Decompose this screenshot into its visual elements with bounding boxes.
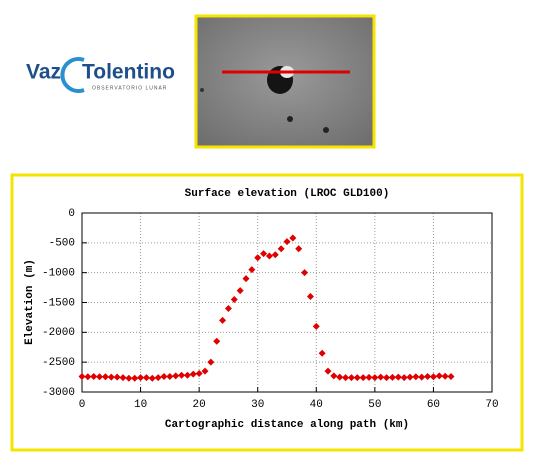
- x-tick-label: 60: [427, 399, 440, 411]
- marker: [84, 373, 92, 381]
- marker: [383, 374, 391, 382]
- marker: [207, 358, 215, 366]
- marker: [125, 374, 133, 382]
- marker: [342, 374, 350, 382]
- marker: [201, 367, 209, 375]
- marker: [324, 367, 332, 375]
- logo: Vaz Tolentino OBSERVATORIO LUNAR: [26, 57, 175, 93]
- y-tick-label: -2000: [42, 327, 75, 339]
- marker: [406, 373, 414, 381]
- marker: [183, 371, 191, 379]
- marker: [365, 373, 373, 381]
- chart-title: Surface elevation (LROC GLD100): [185, 188, 390, 200]
- marker: [137, 374, 145, 382]
- x-tick-label: 10: [134, 399, 147, 411]
- marker: [113, 373, 121, 381]
- x-tick-label: 50: [368, 399, 381, 411]
- marker: [424, 372, 432, 380]
- marker: [131, 374, 139, 382]
- marker: [96, 373, 104, 381]
- marker: [213, 337, 221, 345]
- x-tick-label: 0: [79, 399, 86, 411]
- marker: [248, 266, 256, 274]
- marker: [412, 373, 420, 381]
- marker: [236, 287, 244, 295]
- x-tick-label: 30: [251, 399, 264, 411]
- marker: [90, 372, 98, 380]
- logo-crescent: [60, 57, 85, 93]
- marker: [336, 373, 344, 381]
- y-tick-label: -500: [49, 238, 75, 250]
- marker: [312, 322, 320, 330]
- marker: [400, 374, 408, 382]
- y-tick-label: -2500: [42, 357, 75, 369]
- marker: [172, 372, 180, 380]
- logo-name: Vaz: [26, 61, 61, 84]
- marker: [283, 238, 291, 246]
- marker: [189, 370, 197, 378]
- y-tick-label: 0: [68, 208, 75, 220]
- marker: [119, 374, 127, 382]
- crater: [287, 116, 293, 122]
- marker: [388, 373, 396, 381]
- chart-frame: [10, 173, 524, 452]
- marker: [160, 372, 168, 380]
- marker: [224, 304, 232, 312]
- marker: [394, 373, 402, 381]
- marker: [101, 373, 109, 381]
- marker: [142, 374, 150, 382]
- marker: [447, 372, 455, 380]
- marker: [289, 234, 297, 242]
- x-tick-label: 20: [193, 399, 206, 411]
- marker: [154, 374, 162, 382]
- marker: [353, 374, 361, 382]
- crater: [323, 127, 329, 133]
- marker: [330, 372, 338, 380]
- y-tick-label: -1500: [42, 297, 75, 309]
- marker: [178, 371, 186, 379]
- logo-name: Tolentino: [82, 61, 175, 84]
- marker: [359, 374, 367, 382]
- marker: [295, 245, 303, 253]
- marker: [265, 252, 273, 260]
- y-tick-label: -3000: [42, 387, 75, 399]
- marker: [254, 254, 262, 262]
- marker: [219, 316, 227, 324]
- marker: [271, 251, 279, 259]
- marker: [301, 269, 309, 277]
- marker: [230, 296, 238, 304]
- x-tick-label: 40: [310, 399, 323, 411]
- x-tick-label: 70: [485, 399, 498, 411]
- marker: [377, 373, 385, 381]
- marker: [429, 373, 437, 381]
- crater: [200, 88, 204, 92]
- marker: [347, 374, 355, 382]
- marker: [166, 372, 174, 380]
- y-tick-label: -1000: [42, 268, 75, 280]
- y-axis-label: Elevation (m): [24, 259, 36, 345]
- marker: [435, 372, 443, 380]
- x-axis-label: Cartographic distance along path (km): [165, 419, 409, 431]
- marker: [441, 372, 449, 380]
- marker: [242, 275, 250, 283]
- marker: [418, 373, 426, 381]
- marker: [318, 349, 326, 357]
- marker: [107, 373, 115, 381]
- marker: [78, 372, 86, 380]
- marker: [306, 293, 314, 301]
- marker: [195, 370, 203, 378]
- logo-tagline: OBSERVATORIO LUNAR: [92, 85, 167, 91]
- lunar-image: [194, 14, 376, 149]
- marker: [371, 374, 379, 382]
- marker: [277, 245, 285, 253]
- marker: [260, 250, 268, 258]
- marker: [148, 374, 156, 382]
- plot-frame: [81, 212, 493, 393]
